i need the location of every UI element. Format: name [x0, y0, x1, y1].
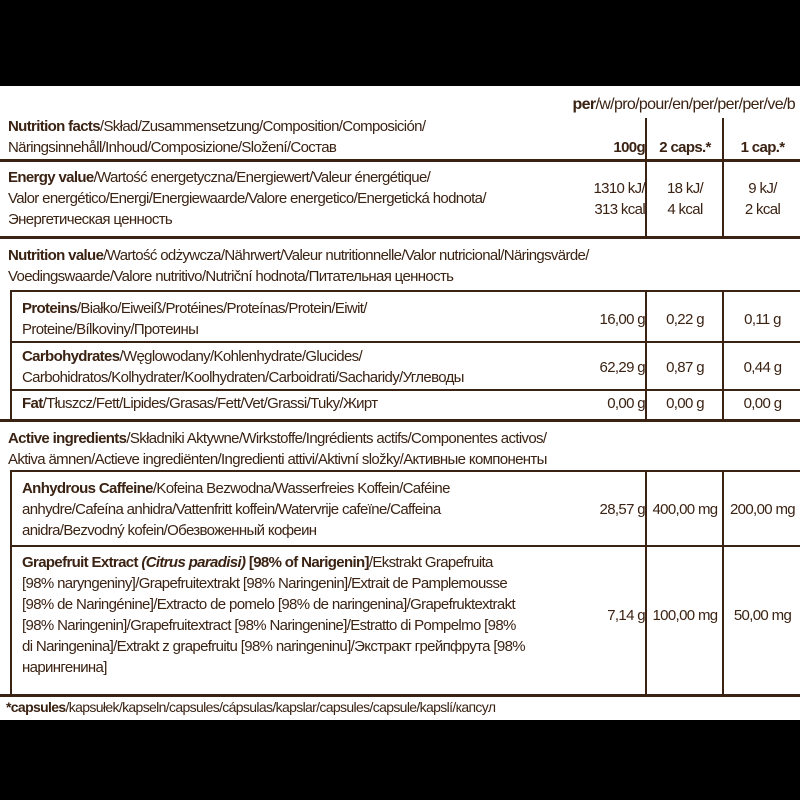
column-divider [645, 118, 647, 236]
caffeine-1cap: 200,00 mg [729, 501, 796, 518]
proteins-2caps: 0,22 g [666, 311, 704, 328]
divider [10, 341, 800, 343]
column-divider [645, 290, 647, 420]
per-label: per/w/pro/pour/en/per/per/per/ve/b [572, 96, 796, 113]
active-ingredients-label: Active ingredients/Składniki Aktywne/Wir… [8, 430, 547, 468]
divider [0, 694, 800, 697]
nutrition-value-label: Nutrition value/Wartość odżywcza/Nährwer… [8, 247, 589, 285]
column-divider [722, 470, 724, 695]
energy-100g: 1310 kJ/313 kcal [593, 180, 645, 218]
carbohydrates-label: Carbohydrates/Węglowodany/Kohlenhydrate/… [22, 348, 464, 386]
caffeine-100g: 28,57 g [599, 501, 646, 518]
row-border [10, 470, 12, 695]
divider [10, 290, 800, 292]
fat-1cap: 0,00 g [743, 395, 782, 412]
divider [0, 236, 800, 239]
column-header-1cap: 1 cap.* [740, 139, 785, 156]
nutrition-label [0, 86, 800, 720]
divider [0, 159, 800, 162]
column-divider [645, 470, 647, 695]
energy-2caps: 18 kJ/4 kcal [666, 180, 704, 218]
column-header-2caps: 2 caps.* [659, 139, 711, 156]
column-divider [722, 118, 724, 236]
proteins-1cap: 0,11 g [744, 311, 781, 328]
grapefruit-2caps: 100,00 mg [652, 607, 718, 624]
column-divider [722, 290, 724, 420]
divider [10, 470, 800, 472]
caffeine-label: Anhydrous Caffeine/Kofeina Bezwodna/Wass… [22, 480, 450, 539]
grapefruit-100g: 7,14 g [607, 607, 645, 624]
fat-2caps: 0,00 g [666, 395, 704, 412]
energy-label: Energy value/Wartość energetyczna/Energi… [8, 169, 487, 228]
proteins-label: Proteins/Białko/Eiweiß/Protéines/Proteín… [22, 300, 367, 338]
footnote: *capsules/kapsułek/kapseln/capsules/cáps… [6, 699, 496, 715]
column-header-100g: 100g [613, 139, 645, 156]
fat-100g: 0,00 g [607, 395, 645, 412]
carbohydrates-1cap: 0,44 g [743, 359, 782, 376]
carbohydrates-2caps: 0,87 g [666, 359, 704, 376]
proteins-100g: 16,00 g [599, 311, 646, 328]
energy-1cap: 9 kJ/2 kcal [744, 180, 781, 218]
fat-label: Fat/Tłuszcz/Fett/Lipides/Grasas/Fett/Vet… [22, 395, 378, 412]
header-label: Nutrition facts/Skład/Zusammensetzung/Co… [8, 118, 426, 156]
row-border [10, 290, 12, 420]
divider [0, 419, 800, 422]
divider [10, 545, 800, 547]
carbohydrates-100g: 62,29 g [599, 359, 646, 376]
divider [10, 389, 800, 391]
grapefruit-label: Grapefruit Extract (Citrus paradisi) [98… [22, 554, 526, 676]
grapefruit-1cap: 50,00 mg [733, 607, 792, 624]
caffeine-2caps: 400,00 mg [652, 501, 718, 518]
